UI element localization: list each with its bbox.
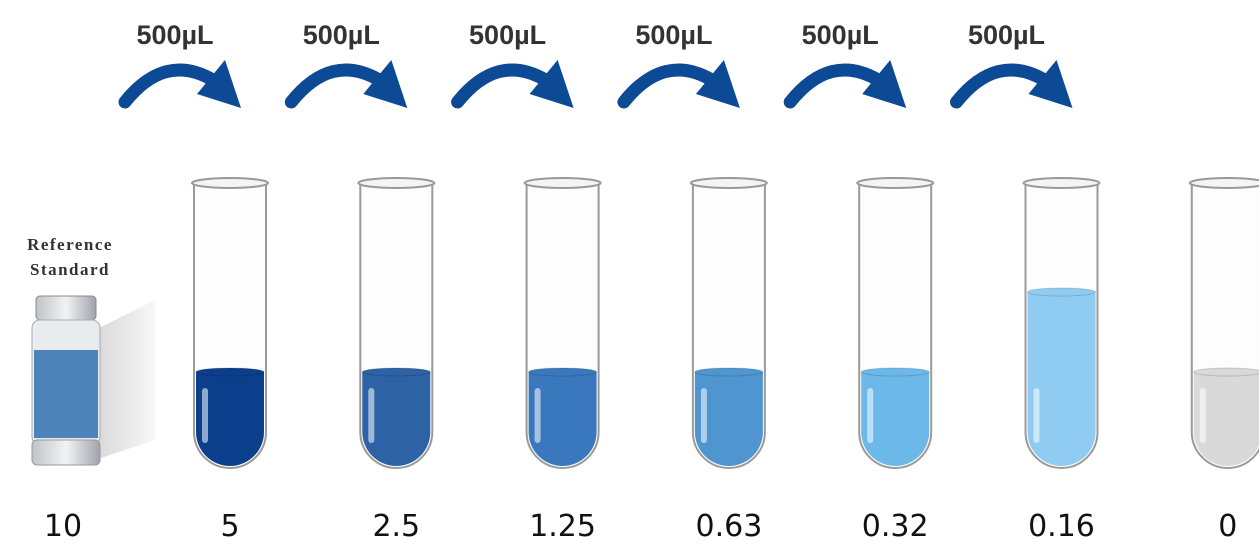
arrow-shaft xyxy=(950,63,1051,109)
tube-liquid xyxy=(861,372,930,466)
liquid-surface xyxy=(528,367,598,377)
tube-rim xyxy=(523,177,602,189)
arrow-head xyxy=(197,60,241,108)
tube-highlight xyxy=(1199,388,1206,443)
concentration-label: 1.25 xyxy=(529,509,596,543)
test-tube xyxy=(357,177,436,469)
arrow-head xyxy=(363,60,408,108)
concentration-label: 0 xyxy=(1218,509,1237,543)
arrow-shaft xyxy=(118,63,220,109)
transfer-volume: 500µL xyxy=(469,20,546,50)
arrow-shaft xyxy=(783,63,885,109)
tube-liquid xyxy=(528,372,597,466)
transfer-arrow xyxy=(118,60,241,109)
arrow-shaft xyxy=(451,63,553,109)
transfer-arrow xyxy=(451,60,574,109)
test-tube xyxy=(1188,177,1259,469)
transfer-volume: 500µL xyxy=(968,20,1045,50)
tube-highlight xyxy=(202,388,208,443)
concentration-label: 2.5 xyxy=(372,509,420,543)
liquid-surface xyxy=(1027,287,1096,297)
tube-rim xyxy=(856,177,935,189)
concentration-label: 0.63 xyxy=(696,509,763,543)
tube-liquid xyxy=(694,372,763,466)
tube-highlight xyxy=(867,388,874,443)
liquid-surface xyxy=(361,367,431,377)
vial-shadow xyxy=(95,300,155,460)
test-tube xyxy=(1022,177,1101,469)
tube-rim xyxy=(689,177,768,189)
arrow-head xyxy=(1028,60,1073,108)
liquid-surface xyxy=(195,367,265,377)
tube-highlight xyxy=(1033,388,1040,443)
arrow-head xyxy=(695,60,740,108)
liquid-surface xyxy=(694,367,764,377)
reference-vial: Reference Standard xyxy=(27,235,155,466)
tube-rim xyxy=(1022,177,1101,189)
tube-rim xyxy=(1188,177,1259,189)
vial-cap xyxy=(35,295,97,321)
liquid-surface xyxy=(1193,367,1259,377)
test-tube xyxy=(523,177,602,469)
transfer-volume: 500µL xyxy=(802,20,879,50)
vial-liquid xyxy=(34,350,98,438)
tube-liquid xyxy=(362,372,431,466)
arrow-shaft xyxy=(617,63,719,109)
arrow-head xyxy=(529,60,574,108)
tube-liquid xyxy=(196,372,264,466)
reference-label: Standard xyxy=(30,260,110,279)
concentration-label: 5 xyxy=(220,509,239,543)
arrow-head xyxy=(862,60,907,108)
test-tube xyxy=(856,177,935,469)
tube-rim xyxy=(191,177,269,189)
transfer-arrow xyxy=(950,60,1073,109)
vial-base xyxy=(31,439,101,466)
tube-liquid xyxy=(1027,292,1096,466)
test-tube xyxy=(191,177,269,469)
transfer-arrow xyxy=(617,60,740,109)
reference-label: Reference xyxy=(27,235,113,254)
tube-rim xyxy=(357,177,436,189)
tube-highlight xyxy=(534,388,541,443)
concentration-label: 10 xyxy=(44,509,82,543)
liquid-surface xyxy=(860,367,930,377)
transfer-arrow xyxy=(783,60,907,109)
concentration-label: 0.32 xyxy=(862,509,929,543)
transfer-volume: 500µL xyxy=(635,20,712,50)
test-tube xyxy=(689,177,768,469)
concentration-label: 0.16 xyxy=(1028,509,1095,543)
arrow-shaft xyxy=(284,63,386,109)
transfer-arrow xyxy=(284,60,408,109)
transfer-volume: 500µL xyxy=(303,20,380,50)
tube-highlight xyxy=(700,388,707,443)
tube-liquid xyxy=(1193,372,1259,466)
tube-highlight xyxy=(368,388,375,443)
transfer-volume: 500µL xyxy=(136,20,213,50)
